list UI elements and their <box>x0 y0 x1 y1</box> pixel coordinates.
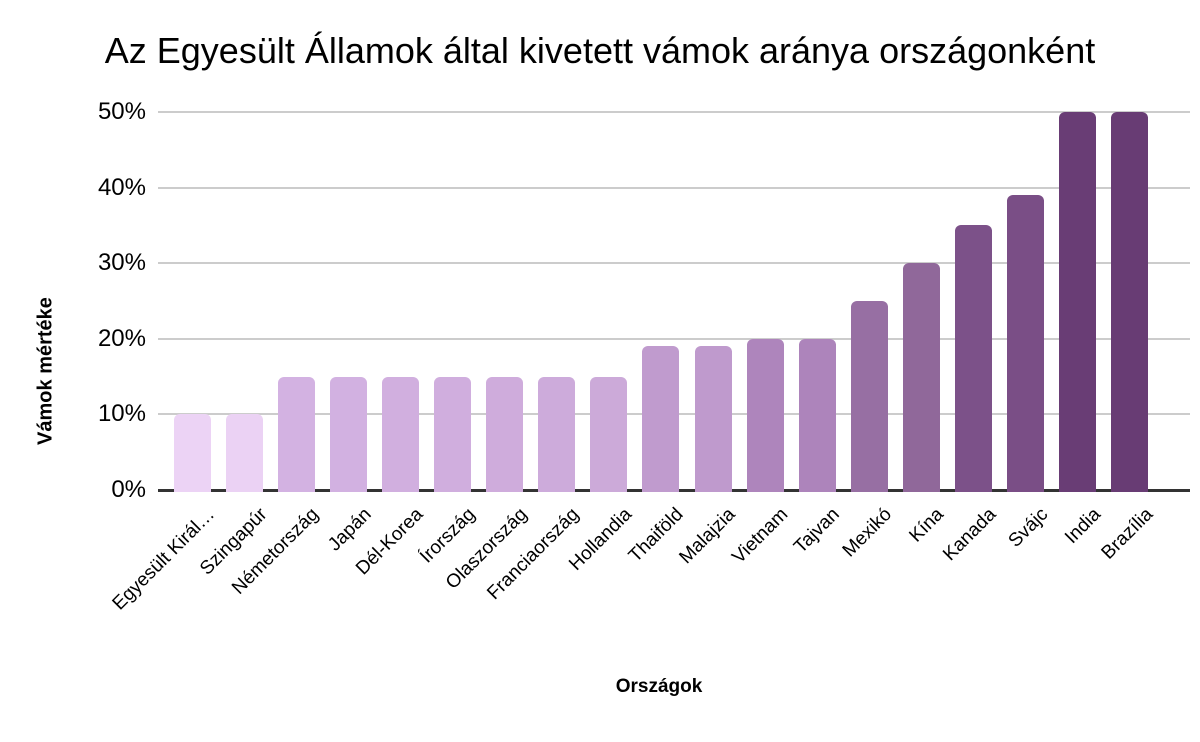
x-tick-label: Malajzia <box>675 504 740 569</box>
bar[interactable] <box>329 376 367 492</box>
bar[interactable] <box>902 263 940 492</box>
y-tick-label: 30% <box>97 249 146 277</box>
bar[interactable] <box>955 225 993 492</box>
bar[interactable] <box>1007 195 1045 492</box>
bar[interactable] <box>538 376 576 492</box>
gridline <box>158 262 1190 265</box>
bar[interactable] <box>486 376 524 492</box>
bar[interactable] <box>434 376 472 492</box>
bar[interactable] <box>590 376 628 492</box>
bar[interactable] <box>1111 112 1149 492</box>
bar[interactable] <box>1059 112 1097 492</box>
bar[interactable] <box>642 346 680 492</box>
gridline <box>158 111 1190 113</box>
x-tick-label: Kína <box>905 504 949 547</box>
x-tick-label: Tajvan <box>790 504 845 558</box>
y-tick-label: 20% <box>97 324 146 352</box>
gridline <box>158 337 1190 340</box>
y-tick-label: 0% <box>111 476 146 503</box>
gridline <box>158 186 1190 189</box>
x-tick-label: Svájc <box>1004 504 1053 552</box>
y-axis-title: Vámok mértéke <box>34 297 57 445</box>
x-tick-label: Vietnam <box>728 504 793 568</box>
bar[interactable] <box>746 338 784 492</box>
y-tick-label: 40% <box>97 173 146 201</box>
bar[interactable] <box>277 376 315 492</box>
bar[interactable] <box>798 338 836 492</box>
x-axis-title: Országok <box>615 676 703 697</box>
bar[interactable] <box>225 414 263 492</box>
bar[interactable] <box>173 414 211 492</box>
x-tick-label: India <box>1060 504 1105 548</box>
x-tick-label: Mexikó <box>838 504 897 562</box>
y-tick-label: 50% <box>97 98 146 125</box>
bar[interactable] <box>850 301 888 492</box>
y-tick-label: 10% <box>97 400 146 428</box>
bar[interactable] <box>694 346 732 492</box>
x-tick-label: Brazília <box>1097 504 1157 564</box>
x-tick-label: Kanada <box>939 504 1001 566</box>
chart-title: Az Egyesült Államok által kivetett vámok… <box>104 30 1096 71</box>
bar[interactable] <box>381 376 419 492</box>
